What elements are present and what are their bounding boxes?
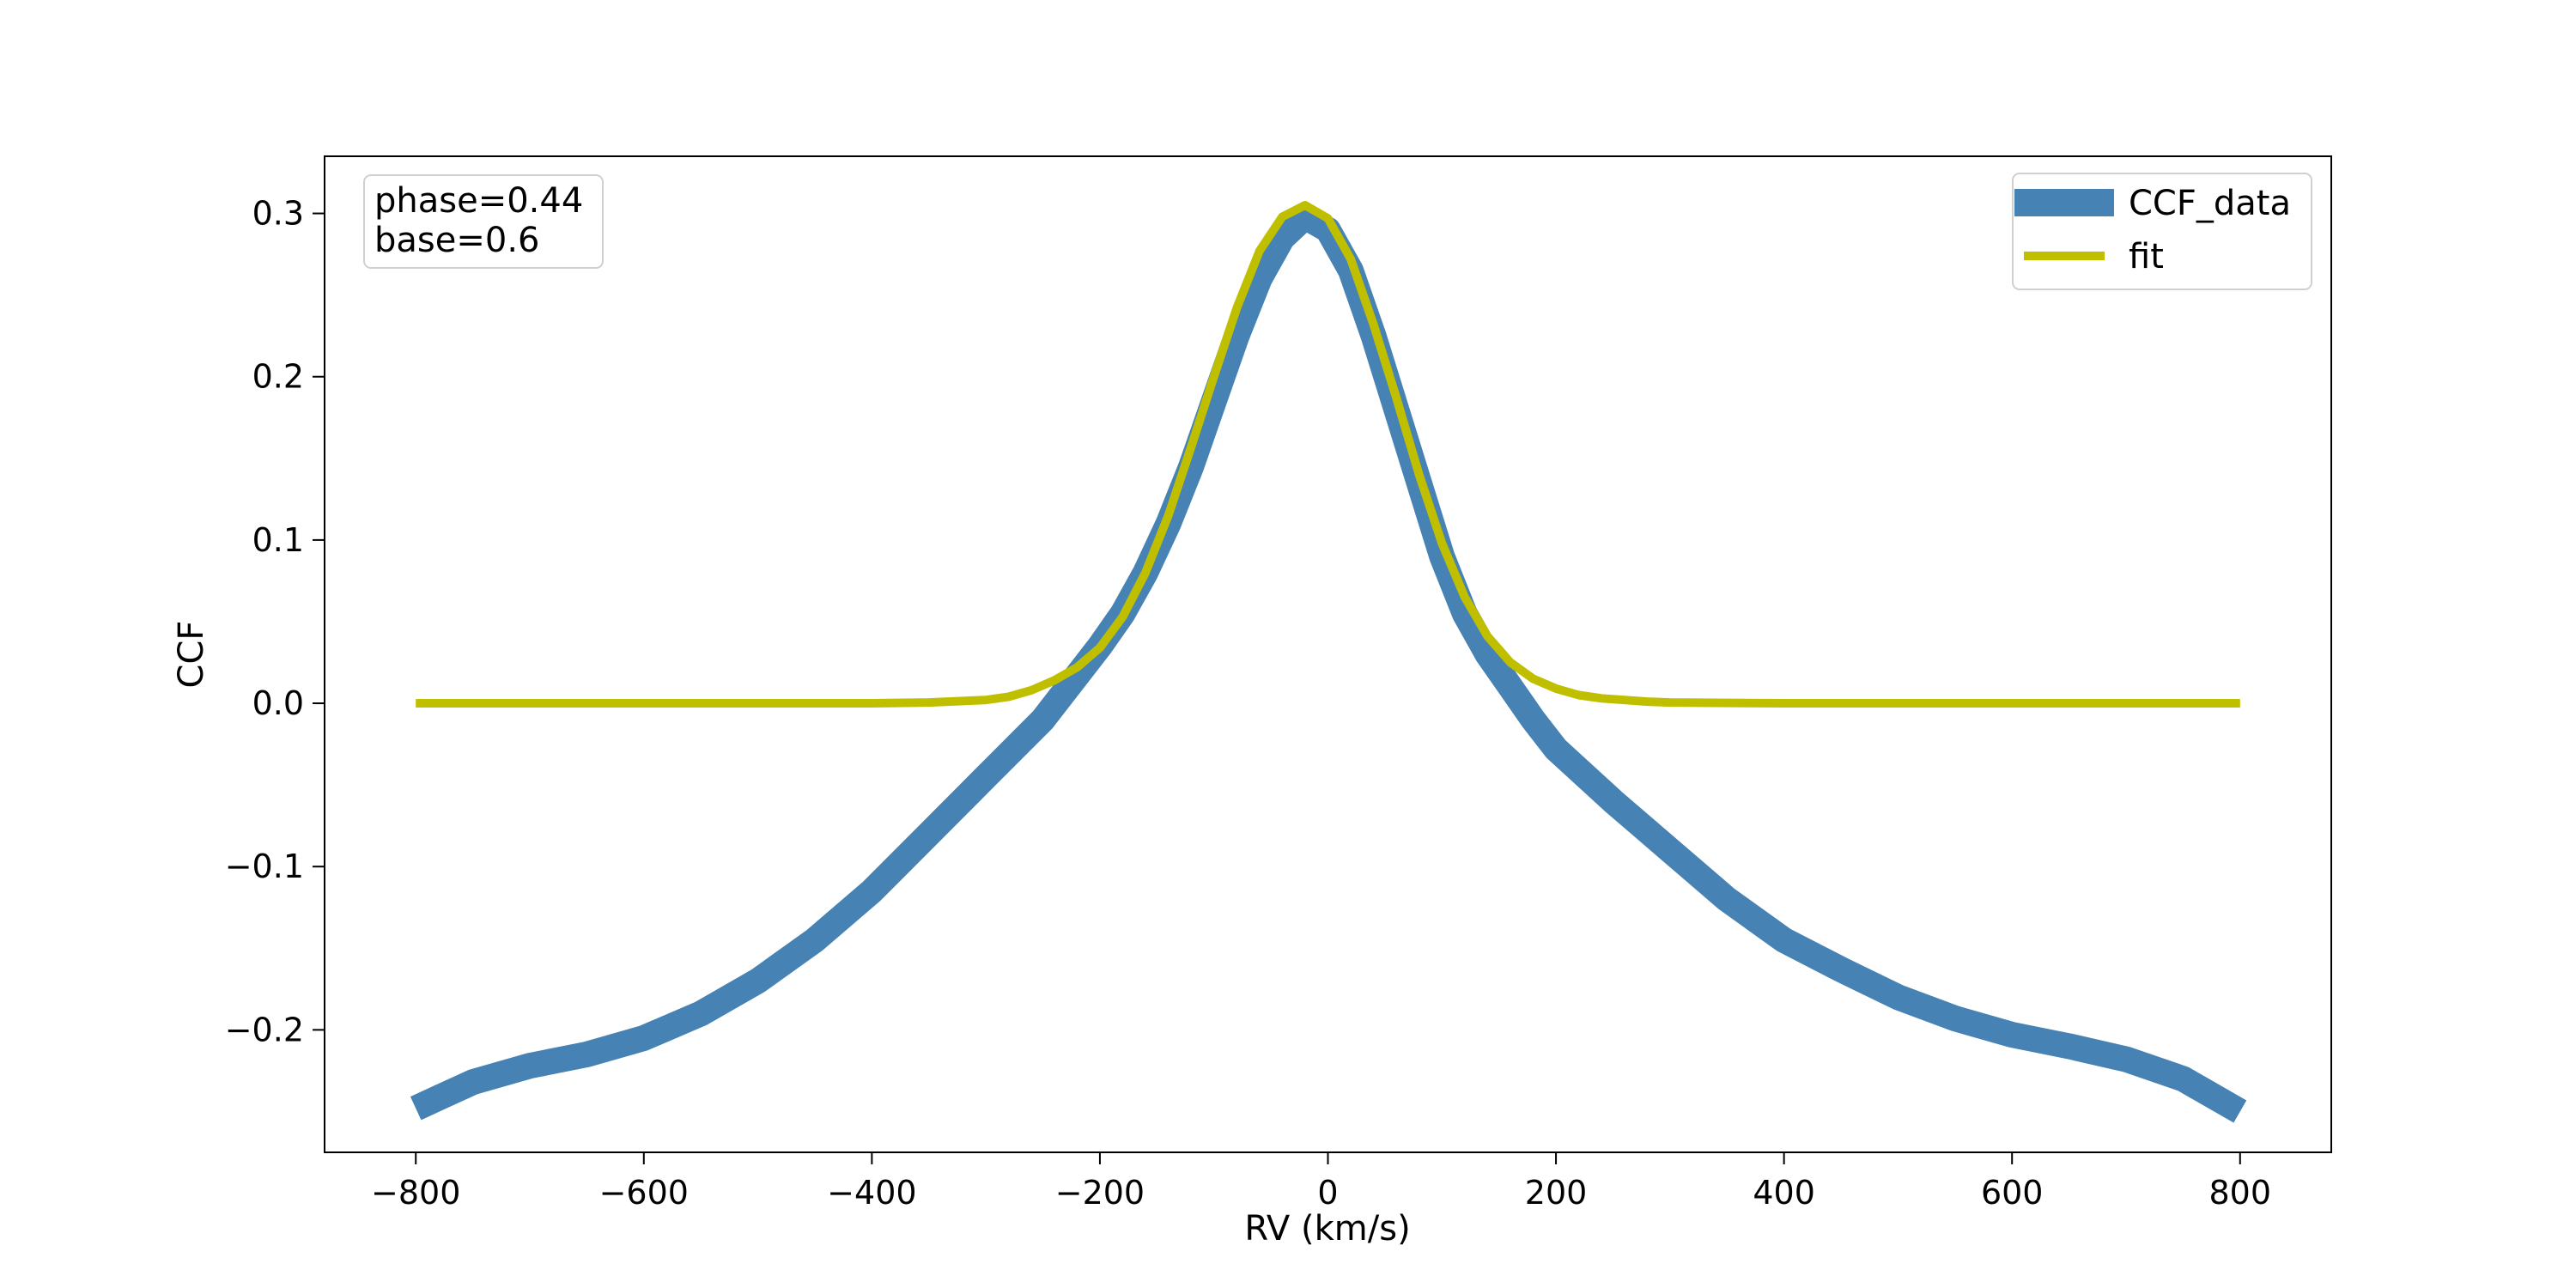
x-tick-label: −400 — [827, 1174, 916, 1212]
y-axis-label: CCF — [172, 621, 211, 689]
legend-label-fit: fit — [2129, 237, 2164, 276]
y-tick-label: 0.0 — [252, 684, 304, 722]
x-tick-label: 0 — [1317, 1174, 1338, 1212]
y-tick-label: 0.3 — [252, 195, 304, 233]
x-tick-label: 400 — [1753, 1174, 1815, 1212]
x-tick-label: 200 — [1525, 1174, 1588, 1212]
series-layer — [410, 201, 2247, 1123]
x-axis-ticks: −800 −600 −400 −200 0 200 400 600 800 — [371, 1152, 2271, 1212]
annotation-line-base: base=0.6 — [374, 221, 539, 260]
series-line-fit — [416, 201, 2240, 708]
y-tick-label: −0.2 — [225, 1011, 304, 1048]
x-tick-label: 600 — [1981, 1174, 2044, 1212]
y-tick-label: −0.1 — [225, 848, 304, 885]
x-axis-label: RV (km/s) — [1244, 1209, 1410, 1249]
y-tick-label: 0.1 — [252, 521, 304, 559]
y-tick-label: 0.2 — [252, 358, 304, 396]
x-tick-label: −200 — [1055, 1174, 1145, 1212]
series-line-ccf-data — [410, 204, 2247, 1123]
annotation-box: phase=0.44 base=0.6 — [363, 174, 604, 269]
annotation-frame — [363, 174, 604, 269]
legend: CCF_data fit — [2012, 173, 2312, 290]
x-tick-label: 800 — [2209, 1174, 2272, 1212]
x-tick-label: −600 — [599, 1174, 689, 1212]
x-tick-label: −800 — [371, 1174, 460, 1212]
y-axis-ticks: −0.2 −0.1 0.0 0.1 0.2 0.3 — [225, 195, 325, 1048]
annotation-line-phase: phase=0.44 — [374, 181, 583, 221]
legend-label-ccf-data: CCF_data — [2129, 184, 2291, 223]
